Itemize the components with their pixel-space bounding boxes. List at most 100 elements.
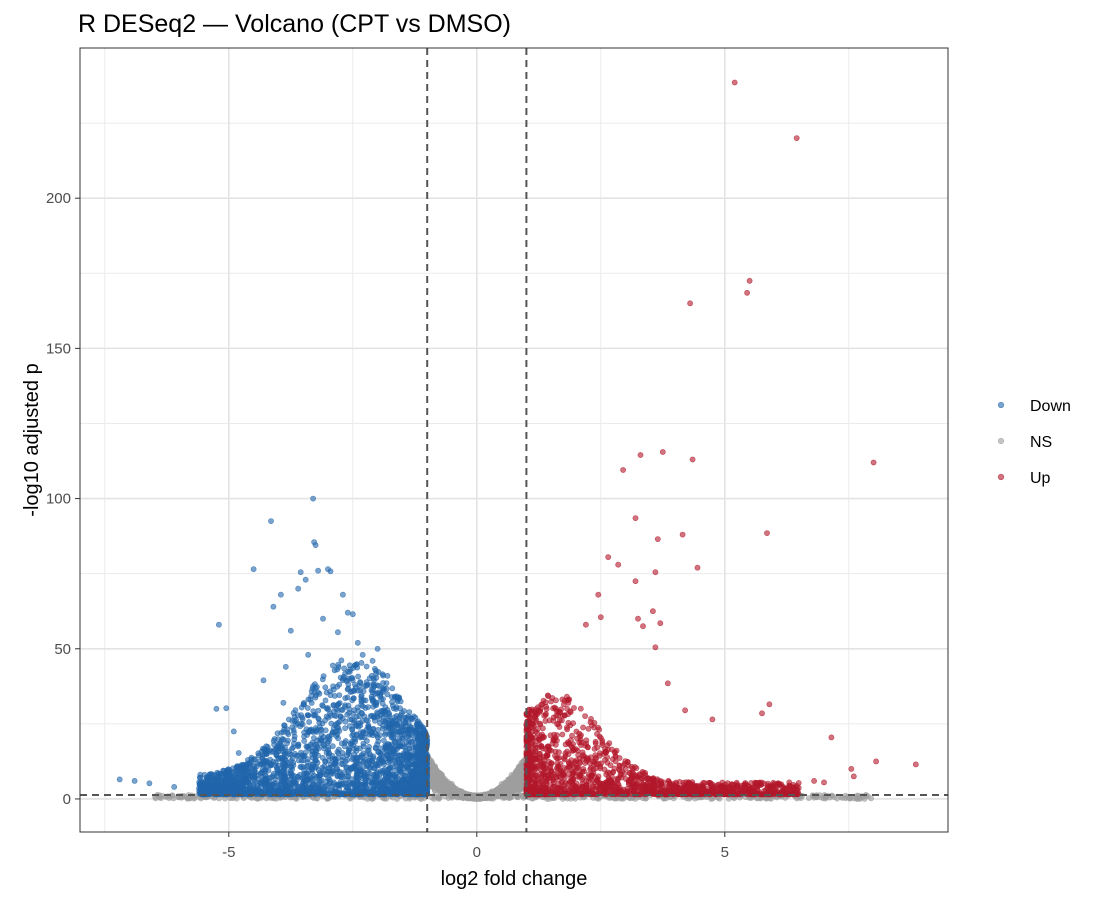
point-down [230, 728, 237, 735]
point-down [307, 727, 313, 733]
point-down [351, 719, 358, 726]
point-down [325, 753, 332, 759]
point-down [277, 591, 284, 598]
point-down [380, 759, 386, 766]
point-down [274, 730, 281, 737]
point-down [315, 567, 321, 574]
point-down [358, 752, 365, 758]
point-down [319, 720, 326, 727]
point-down [281, 756, 288, 763]
point-down [341, 743, 348, 750]
point-down [342, 758, 349, 765]
point-down [310, 708, 317, 714]
point-down [345, 773, 352, 780]
panel-background [80, 48, 948, 832]
point-down [345, 685, 352, 692]
point-down [384, 707, 391, 713]
point-down [414, 736, 421, 742]
point-down [213, 705, 220, 712]
point-down [342, 725, 348, 732]
point-down [284, 729, 291, 736]
point-down [270, 782, 277, 788]
point-down [281, 771, 288, 777]
point-down [386, 725, 393, 731]
point-down [402, 753, 409, 760]
point-down [358, 660, 365, 666]
point-down [359, 651, 366, 658]
point-ns [460, 795, 466, 802]
point-down [339, 707, 346, 713]
point-down [251, 781, 257, 787]
point-down [312, 542, 319, 548]
point-down [349, 726, 355, 733]
point-down [404, 715, 411, 721]
point-down [382, 769, 389, 776]
point-down [304, 759, 311, 766]
point-down [401, 772, 408, 779]
point-down [364, 718, 371, 724]
point-down [285, 716, 292, 723]
point-down [412, 727, 419, 734]
point-down [277, 781, 284, 787]
point-ns [517, 774, 524, 780]
point-down [347, 740, 354, 747]
point-down [420, 775, 427, 781]
point-down [272, 762, 279, 769]
point-down [322, 758, 328, 764]
point-down [266, 791, 273, 798]
point-ns [191, 795, 197, 802]
point-down [304, 732, 310, 738]
point-down [298, 749, 304, 756]
point-down [360, 740, 367, 747]
point-down [282, 780, 289, 787]
point-down [342, 695, 349, 702]
point-down [334, 772, 341, 779]
point-down [263, 751, 270, 758]
point-down [352, 684, 359, 691]
point-down [259, 755, 266, 762]
point-down [368, 758, 375, 765]
point-down [203, 774, 210, 781]
point-down [310, 735, 317, 741]
point-down [358, 692, 365, 699]
point-down [245, 760, 252, 766]
minor-grid [80, 48, 948, 832]
point-down [320, 745, 327, 752]
point-ns [498, 781, 505, 787]
point-down [282, 787, 289, 793]
point-down [415, 785, 421, 792]
point-down [361, 773, 367, 780]
point-down [226, 769, 233, 776]
point-down [206, 787, 212, 794]
point-down [276, 769, 283, 776]
point-down [323, 705, 330, 712]
point-down [305, 651, 312, 658]
point-down [260, 777, 267, 783]
point-down [347, 666, 354, 673]
point-down [355, 775, 362, 782]
point-down [410, 713, 417, 720]
point-down [334, 629, 341, 636]
point-down [220, 782, 227, 788]
point-down [357, 781, 364, 788]
point-down [310, 495, 316, 502]
point-down [329, 768, 336, 775]
point-down [337, 674, 344, 681]
point-down [363, 663, 370, 670]
point-down [403, 778, 410, 785]
point-down [334, 683, 341, 690]
point-down [322, 697, 329, 704]
point-down [387, 765, 394, 771]
point-down [354, 758, 361, 765]
point-ns [842, 792, 849, 799]
point-down [329, 743, 336, 750]
point-down [349, 756, 356, 763]
point-down [215, 785, 222, 791]
point-down [301, 767, 308, 774]
point-down [289, 745, 295, 752]
point-ns [158, 795, 164, 801]
point-down [334, 766, 340, 773]
point-down [382, 746, 388, 753]
point-down [131, 778, 138, 784]
plot-panel [79, 47, 949, 833]
